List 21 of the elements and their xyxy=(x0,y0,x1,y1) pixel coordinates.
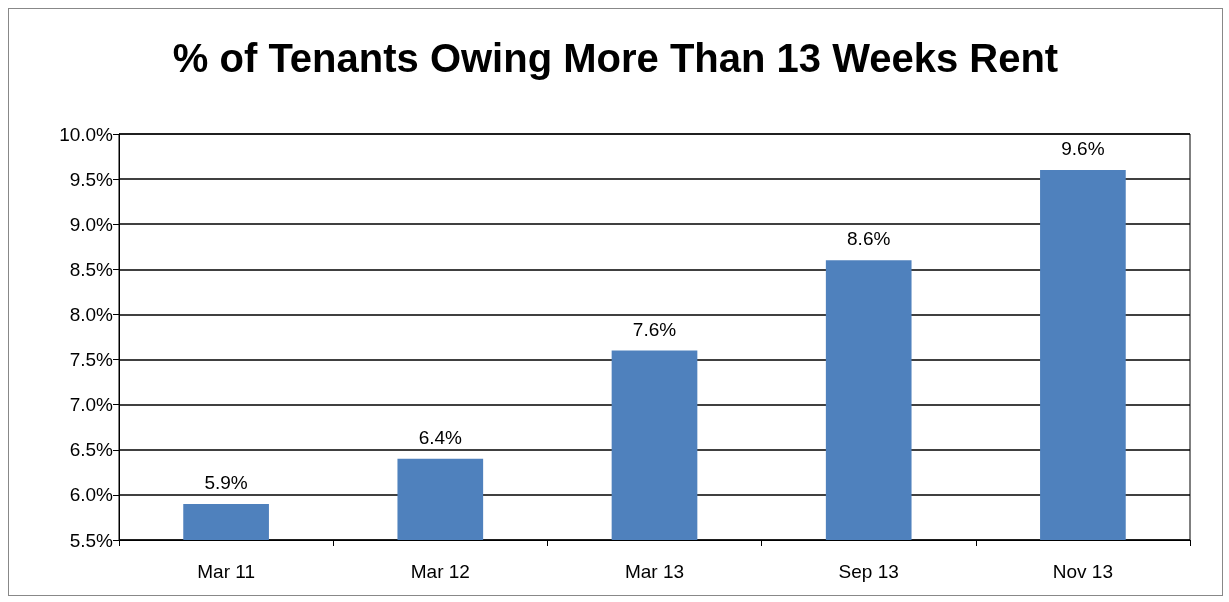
x-tick-label: Nov 13 xyxy=(1052,561,1113,582)
y-tick-label: 9.5% xyxy=(69,168,114,190)
y-tick-label: 10.0% xyxy=(59,123,114,145)
data-label: 5.9% xyxy=(204,471,248,493)
x-tick-label: Sep 13 xyxy=(838,561,899,582)
data-label: 6.4% xyxy=(418,426,463,448)
data-label: 8.6% xyxy=(847,228,891,250)
x-tick-label: Mar 11 xyxy=(197,561,255,582)
data-label: 7.6% xyxy=(632,318,677,340)
y-tick-label: 6.0% xyxy=(69,484,114,506)
x-tick-label: Mar 13 xyxy=(624,561,685,582)
data-label: 9.6% xyxy=(1061,138,1105,160)
y-tick-label: 9.0% xyxy=(69,213,114,235)
y-tick-label: 8.5% xyxy=(69,258,114,280)
y-tick-label: 7.5% xyxy=(69,349,114,371)
y-tick-label: 6.5% xyxy=(69,439,114,461)
y-tick-label: 7.0% xyxy=(69,394,114,416)
x-tick-label: Mar 12 xyxy=(410,561,470,582)
y-tick-label: 5.5% xyxy=(69,529,114,551)
chart-title: % of Tenants Owing More Than 13 Weeks Rent xyxy=(172,36,1059,80)
y-tick-label: 8.0% xyxy=(69,303,114,325)
